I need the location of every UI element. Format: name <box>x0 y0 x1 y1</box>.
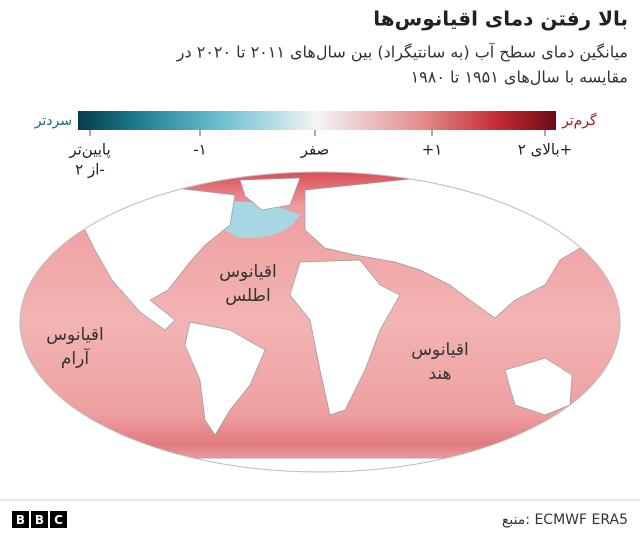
tick-label: بالای ۲+ <box>518 141 572 159</box>
tick-label: از ۲- <box>75 161 105 179</box>
antarctica <box>20 457 620 472</box>
map-outline <box>19 171 621 473</box>
north-america <box>59 184 236 331</box>
greenland <box>239 177 301 211</box>
tick-label: +۱ <box>422 141 443 159</box>
tick-label: پایین‌تر <box>68 141 110 160</box>
africa <box>289 259 401 416</box>
ocean-label: اقیانوس <box>46 325 103 345</box>
tick-label: صفر <box>300 141 330 159</box>
map <box>20 172 620 472</box>
logo-letter: B <box>35 513 44 527</box>
ocean-label: اطلس <box>225 286 271 306</box>
tick-label: -۱ <box>193 141 206 159</box>
logo-box <box>31 511 48 528</box>
ocean-label: اقیانوس <box>219 262 276 282</box>
logo-letter: B <box>16 513 25 527</box>
ocean-label: آرام <box>61 347 90 369</box>
logo-letter: C <box>54 513 63 527</box>
subtitle: میانگین دمای سطح آب (به سانتیگراد) بین س… <box>176 43 628 63</box>
south-america <box>184 321 266 436</box>
title: بالا رفتن دمای اقیانوس‌ها <box>373 7 628 31</box>
color-scale <box>78 111 556 130</box>
logo-box <box>50 511 67 528</box>
ocean-label: اقیانوس <box>411 340 468 360</box>
ocean-label: هند <box>428 364 451 384</box>
source: منبع: ECMWF ERA5 <box>502 512 628 528</box>
logo-box <box>12 511 29 528</box>
cold-label: سردتر <box>34 113 72 129</box>
subtitle: مقایسه با سال‌های ۱۹۵۱ تا ۱۹۸۰ <box>411 68 628 87</box>
warm-label: گرم‌تر <box>561 112 597 129</box>
